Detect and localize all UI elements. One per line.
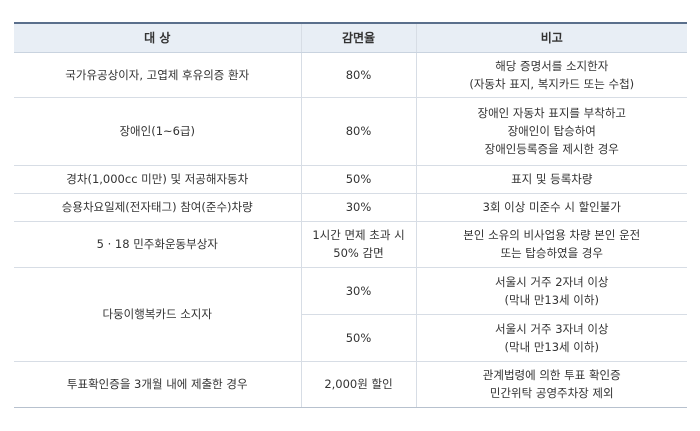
note-cell: 관계법령에 의한 투표 확인증 민간위탁 공영주차장 제외 xyxy=(415,361,687,408)
table-row: 경차(1,000cc 미만) 및 저공해자동차 50% 표지 및 등록차량 xyxy=(14,165,687,194)
rate-cell: 1시간 면제 초과 시 50% 감면 xyxy=(300,221,416,268)
header-row: 대 상 감면율 비고 xyxy=(14,22,687,53)
note-line: 해당 증명서를 소지한자 xyxy=(495,58,609,73)
rate-cell: 2,000원 할인 xyxy=(300,361,416,408)
target-cell: 경차(1,000cc 미만) 및 저공해자동차 xyxy=(14,165,301,194)
note-line: (막내 만13세 이하) xyxy=(504,339,599,354)
header-target: 대 상 xyxy=(14,22,301,53)
note-cell: 해당 증명서를 소지한자 (자동차 표지, 복지카드 또는 수첩) xyxy=(415,52,687,98)
target-cell: 5 · 18 민주화운동부상자 xyxy=(14,221,301,268)
note-line: 또는 탑승하였을 경우 xyxy=(500,246,604,260)
note-line: 장애인등록증을 제시한 경우 xyxy=(484,142,619,156)
table-header: 대 상 감면율 비고 xyxy=(14,22,687,53)
table-row: 다둥이행복카드 소지자 30% 서울시 거주 2자녀 이상 (막내 만13세 이… xyxy=(14,267,687,362)
note-line: 민간위탁 공영주차장 제외 xyxy=(489,386,614,400)
rate-cell: 80% xyxy=(300,52,416,98)
target-cell: 장애인(1~6급) xyxy=(14,97,301,166)
note-cell: 서울시 거주 2자녀 이상 (막내 만13세 이하) xyxy=(415,267,687,315)
table-row: 승용차요일제(전자태그) 참여(준수)차량 30% 3회 이상 미준수 시 할인… xyxy=(14,193,687,222)
note-line: 서울시 거주 3자녀 이상 xyxy=(494,321,609,336)
header-rate: 감면율 xyxy=(300,22,416,53)
rate-line: 1시간 면제 초과 시 xyxy=(312,228,405,242)
note-line: (막내 만13세 이하) xyxy=(504,292,599,307)
target-cell: 투표확인증을 3개월 내에 제출한 경우 xyxy=(14,361,301,408)
note-line: 장애인이 탑승하여 xyxy=(507,124,596,138)
rate-cell: 80% xyxy=(300,97,416,166)
note-line: 관계법령에 의한 투표 확인증 xyxy=(482,368,621,382)
note-line: 표지 및 등록차량 xyxy=(511,172,593,186)
header-note: 비고 xyxy=(415,22,687,53)
table-row: 투표확인증을 3개월 내에 제출한 경우 2,000원 할인 관계법령에 의한 … xyxy=(14,361,687,408)
target-cell: 국가유공상이자, 고엽제 후유의증 환자 xyxy=(14,52,301,98)
table-row: 5 · 18 민주화운동부상자 1시간 면제 초과 시 50% 감면 본인 소유… xyxy=(14,221,687,268)
note-cell: 본인 소유의 비사업용 차량 본인 운전 또는 탑승하였을 경우 xyxy=(415,221,687,268)
table-row: 장애인(1~6급) 80% 장애인 자동차 표지를 부착하고 장애인이 탑승하여… xyxy=(14,97,687,166)
rate-cell: 50% xyxy=(300,314,416,362)
rate-cell: 30% xyxy=(300,193,416,222)
target-cell: 다둥이행복카드 소지자 xyxy=(14,267,301,362)
rate-cell: 30% xyxy=(300,267,416,315)
discount-table: 대 상 감면율 비고 국가유공상이자, 고엽제 후유의증 환자 80% 해당 증… xyxy=(14,22,687,408)
note-cell: 장애인 자동차 표지를 부착하고 장애인이 탑승하여 장애인등록증을 제시한 경… xyxy=(415,97,687,166)
note-line: (자동차 표지, 복지카드 또는 수첩) xyxy=(469,76,635,91)
table-row: 국가유공상이자, 고엽제 후유의증 환자 80% 해당 증명서를 소지한자 (자… xyxy=(14,52,687,98)
table-row: 50% 서울시 거주 3자녀 이상 (막내 만13세 이하) xyxy=(14,314,687,362)
note-line: 서울시 거주 2자녀 이상 xyxy=(494,274,609,289)
note-line: 본인 소유의 비사업용 차량 본인 운전 xyxy=(463,228,641,242)
note-cell: 표지 및 등록차량 xyxy=(415,165,687,194)
table-body: 국가유공상이자, 고엽제 후유의증 환자 80% 해당 증명서를 소지한자 (자… xyxy=(14,52,687,408)
note-line: 3회 이상 미준수 시 할인불가 xyxy=(482,200,621,214)
rate-line: 50% 감면 xyxy=(333,246,384,260)
note-line: 장애인 자동차 표지를 부착하고 xyxy=(477,106,626,120)
discount-table-container: 대 상 감면율 비고 국가유공상이자, 고엽제 후유의증 환자 80% 해당 증… xyxy=(14,22,687,408)
note-cell: 서울시 거주 3자녀 이상 (막내 만13세 이하) xyxy=(415,314,687,362)
note-cell: 3회 이상 미준수 시 할인불가 xyxy=(415,193,687,222)
target-cell: 승용차요일제(전자태그) 참여(준수)차량 xyxy=(14,193,301,222)
rate-cell: 50% xyxy=(300,165,416,194)
